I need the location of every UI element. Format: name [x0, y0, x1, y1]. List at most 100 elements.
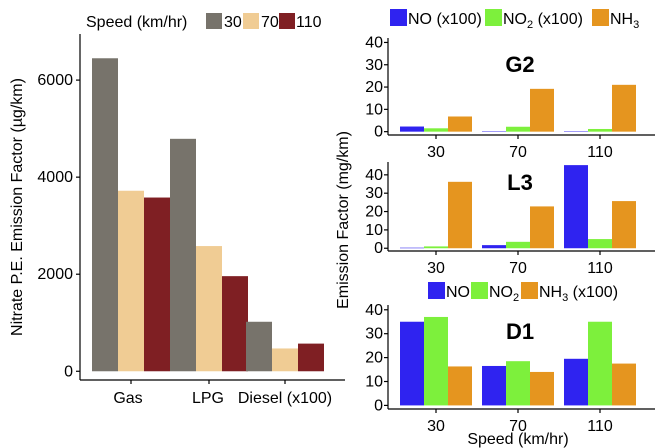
panel-x-tick-label: 110	[587, 418, 613, 435]
legend-bottom-no-swatch	[428, 282, 445, 299]
nitrate-x-ticks: Gas LPG Diesel (x100)	[113, 380, 332, 407]
nitrate-y-tick-label: 2000	[37, 266, 73, 283]
legend-bottom-no2-swatch	[471, 282, 488, 299]
panel-bar	[530, 371, 554, 406]
panel-y-tick-label: 0	[374, 240, 383, 257]
panel-y-tick-label: 20	[365, 204, 383, 221]
panel-x-tick-label: 110	[587, 144, 613, 161]
panel-bar	[506, 126, 530, 132]
right-bottom-legend: NO NO2 NH3 (x100)	[428, 282, 618, 304]
panel-y-tick-label: 10	[365, 222, 383, 239]
right-shared-x-label: Speed (km/hr)	[467, 431, 568, 448]
panel-bar	[612, 363, 636, 406]
panel-bar	[448, 366, 472, 406]
panel-bar	[482, 245, 506, 249]
panel-bar	[612, 201, 636, 249]
panel-bar	[400, 247, 424, 249]
legend-no-label: NO (x100)	[408, 11, 482, 28]
panel-x-tick-label: 70	[509, 144, 527, 161]
panel-bar	[482, 365, 506, 406]
left-legend-swatch-110	[279, 13, 295, 29]
nitrate-bar	[144, 197, 170, 372]
panel-y-tick-label: 0	[374, 397, 383, 414]
left-legend-title: Speed (km/hr)	[86, 14, 187, 31]
panel-bar	[530, 88, 554, 132]
panel-bar	[530, 206, 554, 249]
nitrate-chart: 0 2000 4000 6000 Gas LPG Diesel (x100) Nitrat…	[9, 34, 345, 407]
nitrate-bar	[118, 190, 144, 372]
panel-x-tick-label: 30	[427, 418, 445, 435]
nitrate-bar	[170, 138, 196, 372]
nitrate-bar	[298, 343, 324, 372]
nitrate-x-tick-label: Diesel (x100)	[238, 390, 332, 407]
g2-chart: 0 10 20 30 40 30 70 110 G2	[365, 34, 655, 161]
nitrate-bar	[92, 58, 118, 372]
d1-chart: 0 10 20 30 40 30 70 110 D1	[365, 302, 655, 435]
legend-nh3-label: NH3	[610, 11, 639, 31]
legend-nh3-swatch	[592, 9, 609, 26]
left-legend-label-110: 110	[296, 14, 322, 31]
legend-no2-swatch	[485, 9, 502, 26]
panel-bar	[588, 128, 612, 132]
legend-bottom-nh3-swatch	[521, 282, 538, 299]
panel-bar	[506, 361, 530, 406]
panel-bar	[588, 321, 612, 406]
panel-bar	[448, 181, 472, 249]
legend-no-swatch	[390, 9, 407, 26]
panel-x-tick-label: 70	[509, 260, 527, 277]
nitrate-y-tick-label: 6000	[37, 72, 73, 89]
panel-y-tick-label: 40	[365, 302, 383, 319]
panel-y-tick-label: 30	[365, 57, 383, 74]
panel-y-tick-label: 10	[365, 374, 383, 391]
left-legend-label-70: 70	[261, 14, 279, 31]
legend-bottom-no2-label: NO2	[489, 284, 519, 304]
left-legend-label-30: 30	[224, 14, 242, 31]
panel-y-tick-label: 10	[365, 101, 383, 118]
panel-bar	[588, 239, 612, 249]
panel-title: L3	[507, 170, 533, 195]
panel-bar	[424, 246, 448, 249]
panel-y-tick-label: 40	[365, 34, 383, 51]
right-shared-y-label: Emission Factor (mg/km)	[335, 131, 352, 309]
nitrate-x-tick-label: Gas	[113, 390, 142, 407]
panel-title: D1	[506, 319, 534, 344]
panel-y-tick-label: 20	[365, 79, 383, 96]
panel-x-tick-label: 110	[587, 260, 613, 277]
panel-title: G2	[505, 52, 534, 77]
nitrate-bar	[246, 321, 272, 372]
nitrate-y-tick-label: 4000	[37, 169, 73, 186]
nitrate-bars	[92, 58, 324, 372]
right-top-legend: NO (x100) NO2 (x100) NH3	[390, 9, 639, 31]
panel-bar	[564, 358, 588, 406]
nitrate-y-tick-label: 0	[64, 363, 73, 380]
panel-y-tick-label: 20	[365, 350, 383, 367]
panel-y-tick-label: 30	[365, 185, 383, 202]
panel-x-tick-label: 30	[427, 144, 445, 161]
nitrate-bar	[272, 348, 298, 372]
panel-bar	[612, 84, 636, 132]
panel-bar	[424, 316, 448, 406]
legend-bottom-nh3-label: NH3 (x100)	[539, 284, 618, 304]
panel-bar	[564, 165, 588, 249]
panel-y-tick-label: 0	[374, 124, 383, 141]
nitrate-bar	[196, 246, 222, 372]
panel-x-tick-label: 30	[427, 260, 445, 277]
left-legend-swatch-30	[206, 13, 222, 29]
panel-y-tick-label: 40	[365, 167, 383, 184]
panel-bar	[448, 116, 472, 132]
nitrate-y-ticks: 0 2000 4000 6000	[37, 72, 80, 380]
legend-bottom-no-label: NO	[446, 284, 470, 301]
panel-y-tick-label: 30	[365, 326, 383, 343]
left-legend-swatch-70	[243, 13, 259, 29]
panel-bar	[400, 321, 424, 406]
nitrate-y-axis-label: Nitrate P.E. Emission Factor (µg/km)	[9, 78, 26, 336]
panel-x-tick-label: 70	[509, 418, 527, 435]
panel-bar	[400, 126, 424, 132]
panel-bar	[424, 128, 448, 132]
nitrate-bar	[222, 276, 248, 372]
panel-bar	[506, 241, 530, 249]
nitrate-x-tick-label: LPG	[192, 390, 224, 407]
legend-no2-label: NO2 (x100)	[503, 11, 583, 31]
